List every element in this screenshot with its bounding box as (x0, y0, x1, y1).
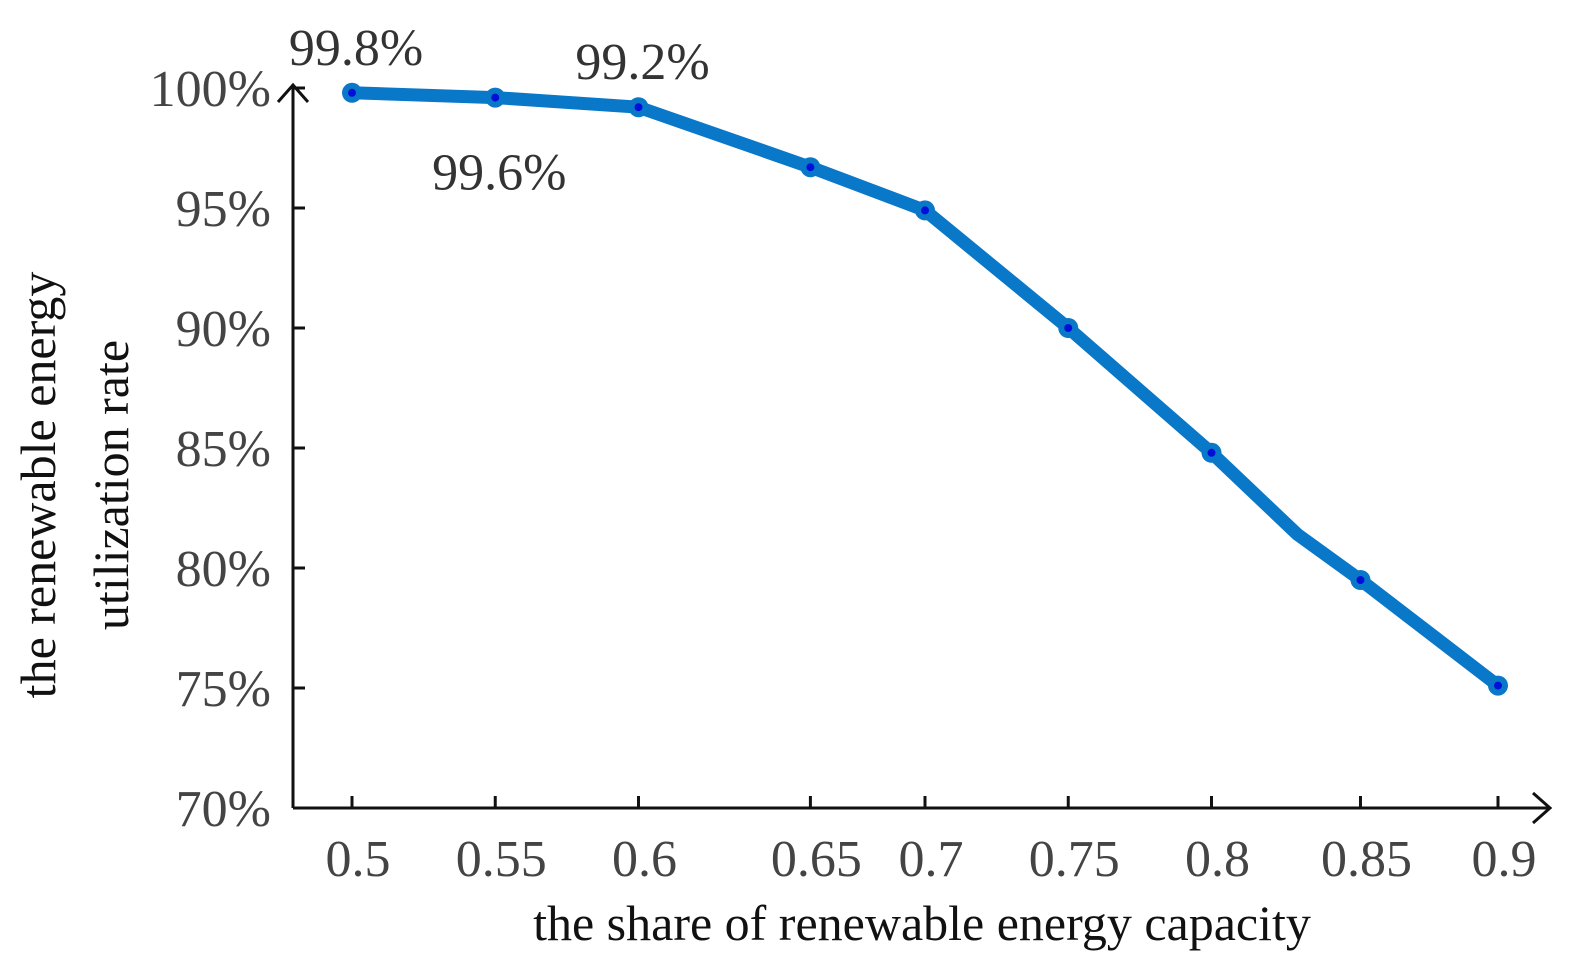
y-axis-arrow (276, 82, 310, 103)
y-tick-label: 100% (150, 61, 271, 118)
x-axis-title: the share of renewable energy capacity (533, 895, 1311, 951)
y-axis-title-line-1: the renewable energy (10, 272, 66, 699)
data-point-center (921, 206, 929, 215)
x-tick-label: 0.6 (612, 831, 677, 888)
x-tick-label: 0.85 (1321, 831, 1412, 888)
y-axis-ticks: 70% 75% 80% 85% 90% 95% 100% (150, 61, 305, 838)
data-point-center (1064, 324, 1073, 332)
x-tick-label: 0.8 (1185, 831, 1250, 888)
x-tick-label: 0.9 (1472, 831, 1537, 888)
data-point-center (1207, 448, 1216, 457)
data-point-center (348, 88, 356, 97)
data-label: 99.8% (289, 20, 423, 77)
data-labels: 99.8% 99.6%99.2% (289, 20, 710, 202)
x-axis-arrow (1532, 791, 1553, 825)
y-axis-title-line-2: utilization rate (83, 340, 139, 630)
x-tick-label: 0.7 (899, 831, 964, 888)
y-tick-label: 95% (176, 181, 271, 238)
data-point-center (1356, 576, 1365, 584)
data-point-center (806, 163, 815, 172)
y-tick-label: 70% (176, 781, 271, 838)
markers-group (342, 82, 1508, 696)
x-tick-label: 0.5 (326, 831, 391, 888)
y-tick-label: 75% (176, 661, 271, 718)
y-tick-label: 80% (176, 541, 271, 598)
x-tick-label: 0.65 (771, 831, 862, 888)
data-point-center (491, 93, 500, 102)
series-line (345, 86, 1505, 693)
x-tick-label: 0.75 (1029, 831, 1120, 888)
series-group (345, 86, 1505, 693)
x-tick-label: 0.55 (456, 831, 547, 888)
x-axis-ticks: 0.5 0.55 0.6 0.65 0.7 0.75 0.8 0.85 0.9 (326, 796, 1537, 888)
data-label: 99.2% (575, 34, 709, 91)
data-point-center (634, 103, 643, 112)
y-tick-label: 85% (176, 421, 271, 478)
y-tick-label: 90% (176, 301, 271, 358)
data-point-center (1494, 681, 1502, 690)
data-label: 99.6% (432, 145, 566, 202)
